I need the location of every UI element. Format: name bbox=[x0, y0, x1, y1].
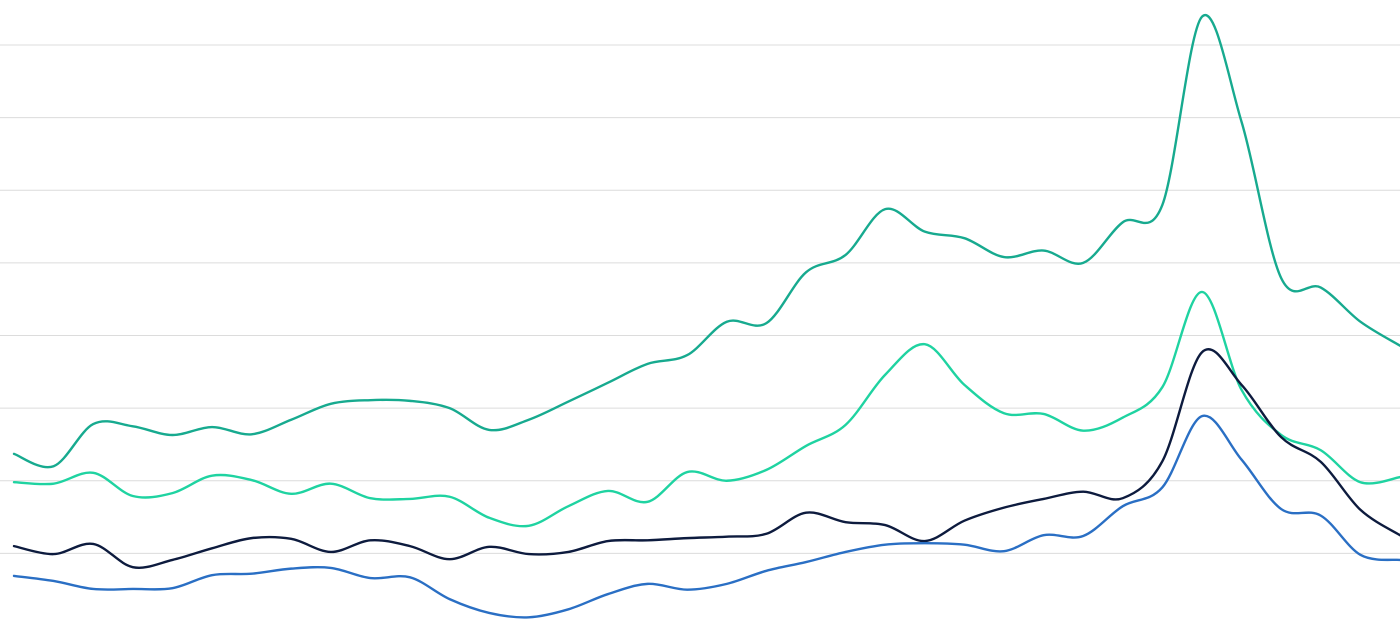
series-line bbox=[12, 348, 1400, 569]
series-line bbox=[12, 414, 1400, 619]
series-line bbox=[12, 290, 1400, 528]
series-line bbox=[12, 13, 1400, 469]
